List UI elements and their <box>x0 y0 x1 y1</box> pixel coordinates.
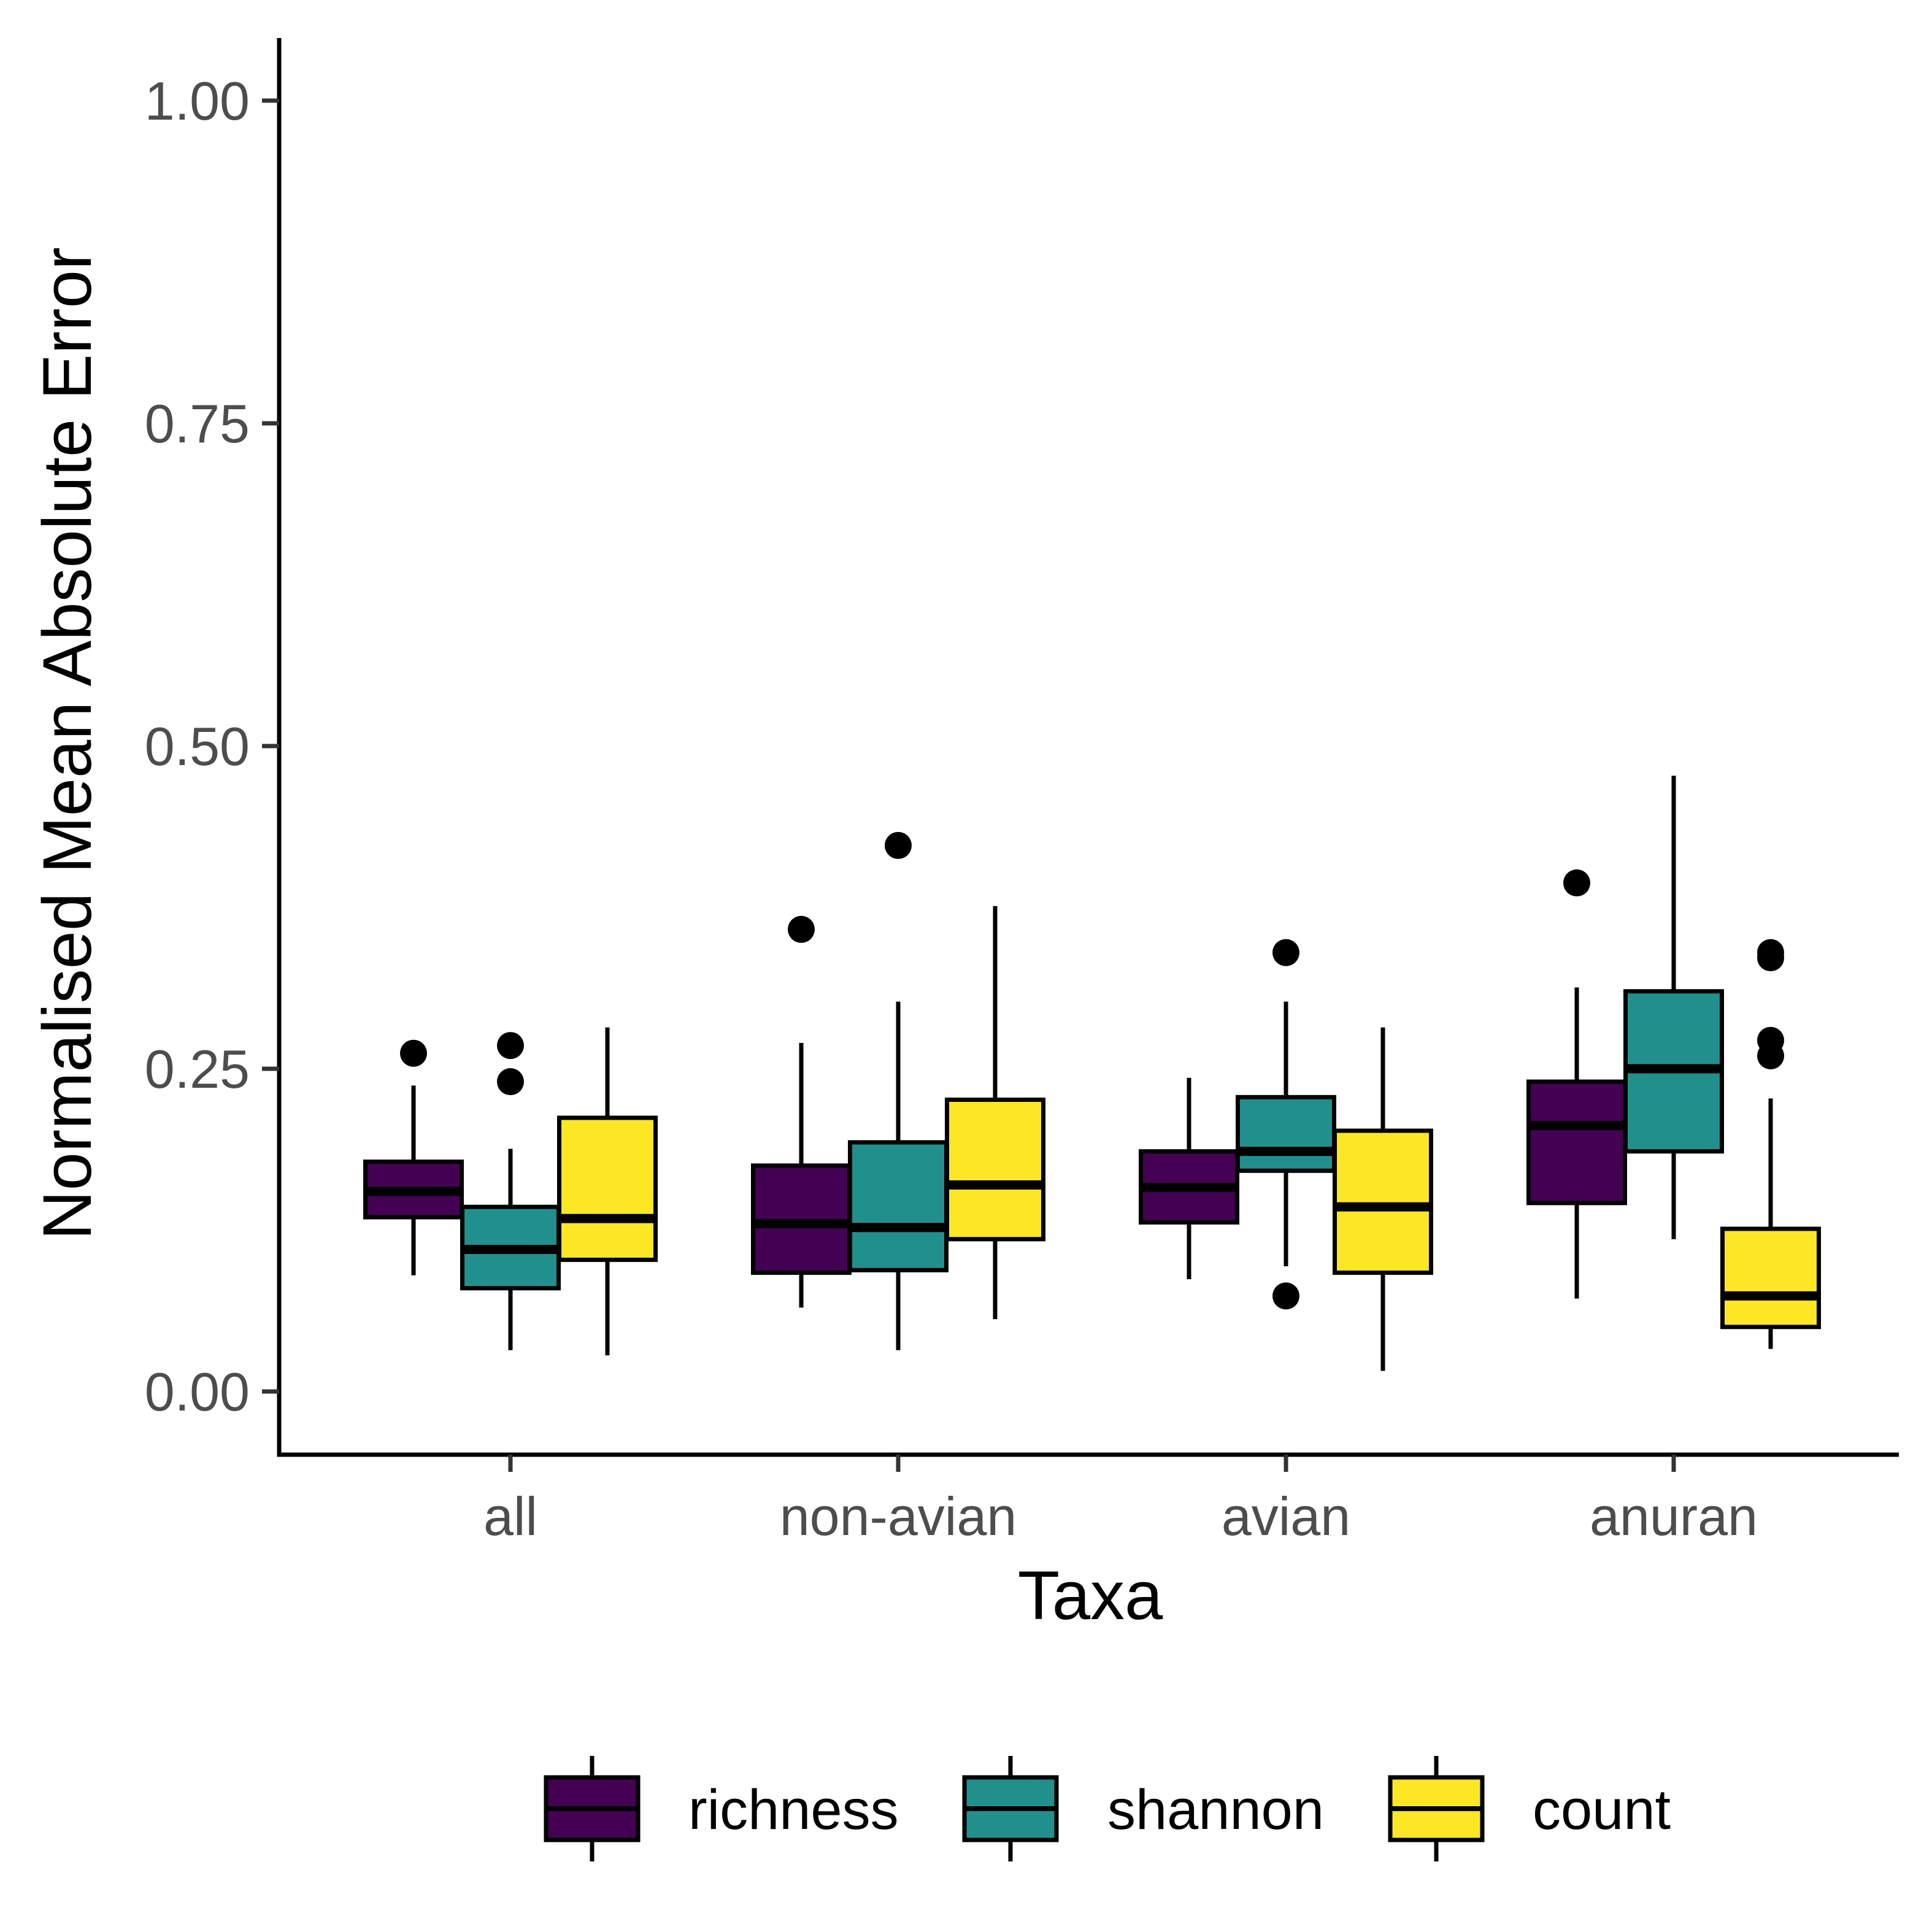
box-richness-anuran <box>1526 869 1627 1299</box>
x-axis-title: Taxa <box>1018 1557 1163 1634</box>
legend-label: richness <box>688 1779 899 1841</box>
outlier-point <box>885 832 912 860</box>
outlier-point <box>497 1032 524 1060</box>
outlier-point <box>1757 1026 1784 1054</box>
iqr-box <box>557 1115 658 1262</box>
box-richness-non-avian <box>751 915 852 1308</box>
x-tick-label: avian <box>1222 1486 1350 1547</box>
legend-label: shannon <box>1107 1779 1324 1841</box>
outlier-point <box>497 1068 524 1096</box>
y-tick-label: 0.25 <box>145 1039 250 1099</box>
outlier-point <box>788 915 815 943</box>
outlier-point <box>1563 869 1590 897</box>
x-axis: all non-avian avian anuran <box>277 1452 1899 1547</box>
y-axis: 0.00 0.25 0.50 0.75 1.00 <box>145 38 282 1457</box>
box-richness-all <box>363 1039 464 1276</box>
legend-label: count <box>1533 1779 1671 1841</box>
box-shannon-non-avian <box>848 832 949 1350</box>
legend-item-richness: richness <box>544 1756 899 1861</box>
x-tick-label: all <box>483 1486 537 1547</box>
iqr-box <box>1526 1079 1627 1206</box>
outlier-point <box>1757 939 1784 966</box>
iqr-box <box>848 1140 949 1272</box>
box-count-non-avian <box>945 906 1045 1320</box>
outlier-point <box>1272 1282 1299 1310</box>
box-count-all <box>557 1027 658 1356</box>
y-tick-label: 1.00 <box>145 71 250 131</box>
series-count <box>557 906 1821 1371</box>
box-shannon-all <box>460 1032 561 1350</box>
iqr-box <box>945 1097 1045 1242</box>
series-shannon <box>460 775 1724 1350</box>
x-tick-label: anuran <box>1590 1486 1758 1547</box>
box-richness-avian <box>1139 1077 1239 1279</box>
y-tick-label: 0.75 <box>145 393 250 454</box>
box-shannon-avian <box>1236 939 1336 1310</box>
box-shannon-anuran <box>1623 775 1724 1239</box>
x-tick-label: non-avian <box>780 1486 1017 1547</box>
series-richness <box>363 869 1627 1308</box>
plot-area <box>363 775 1821 1371</box>
y-tick-label: 0.00 <box>145 1361 250 1422</box>
y-tick-label: 0.50 <box>145 716 250 777</box>
iqr-box <box>1720 1226 1821 1330</box>
iqr-box <box>1333 1128 1433 1275</box>
iqr-box <box>1236 1095 1336 1173</box>
box-count-avian <box>1333 1027 1433 1371</box>
legend: richness shannon count <box>544 1756 1671 1861</box>
legend-item-shannon: shannon <box>962 1756 1324 1861</box>
legend-item-count: count <box>1388 1756 1671 1861</box>
outlier-point <box>400 1039 427 1067</box>
outlier-point <box>1272 939 1299 966</box>
y-axis-title: Normalised Mean Absolute Error <box>29 247 106 1240</box>
box-count-anuran <box>1720 939 1821 1349</box>
